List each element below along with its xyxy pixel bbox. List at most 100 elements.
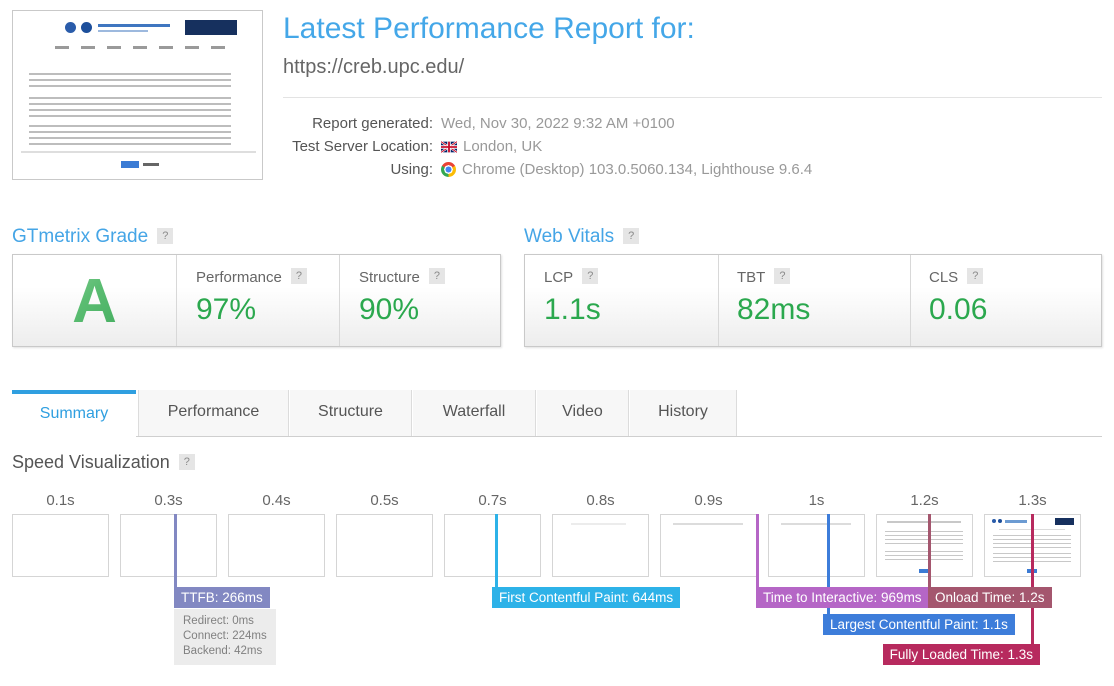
- thumbnail-paragraph: [29, 97, 231, 119]
- frame-text-line: [781, 523, 851, 525]
- report-generated-row: Report generated: Wed, Nov 30, 2022 9:32…: [283, 115, 1102, 137]
- tab-summary[interactable]: Summary: [12, 390, 136, 438]
- location-text: London, UK: [463, 138, 543, 155]
- thumbnail-accept-button: [121, 161, 139, 168]
- fcp-marker-line: [495, 514, 498, 588]
- filmstrip-frame: [768, 514, 865, 577]
- report-generated-label: Report generated:: [312, 115, 433, 132]
- tab-history[interactable]: History: [630, 390, 737, 436]
- frame-text-line: [571, 523, 626, 525]
- thumbnail-cookie-text: [21, 151, 256, 154]
- cls-value: 0.06: [929, 293, 988, 326]
- structure-label-text: Structure: [359, 269, 420, 286]
- tick-label: 0.7s: [478, 492, 507, 509]
- tick-label: 0.4s: [262, 492, 291, 509]
- report-tabbar: Summary Performance Structure Waterfall …: [12, 390, 1102, 438]
- speed-visualization-heading-text: Speed Visualization: [12, 452, 170, 472]
- tick-label: 0.1s: [46, 492, 75, 509]
- tbt-metric: TBT? 82ms: [737, 268, 810, 327]
- site-thumbnail[interactable]: [12, 10, 263, 180]
- thumbnail-logo-icon: [81, 22, 92, 33]
- cls-label-text: CLS: [929, 269, 959, 286]
- gtmetrix-grade-heading-text: GTmetrix Grade: [12, 226, 149, 247]
- time-to-interactive-badge: Time to Interactive: 969ms: [756, 587, 929, 608]
- web-vitals-card: LCP? 1.1s TBT? 82ms CLS? 0.06: [524, 254, 1102, 347]
- lcp-metric: LCP? 1.1s: [544, 268, 601, 327]
- report-url: https://creb.upc.edu/: [283, 56, 465, 78]
- tbt-label-text: TBT: [737, 269, 766, 286]
- tbt-value: 82ms: [737, 293, 811, 326]
- thumbnail-readmore-link: [143, 163, 159, 166]
- tick-label: 1.3s: [1018, 492, 1047, 509]
- tick-label: 0.3s: [154, 492, 183, 509]
- tick-label: 0.5s: [370, 492, 399, 509]
- thumbnail-header-subtext: [98, 30, 148, 32]
- filmstrip-frame: [552, 514, 649, 577]
- filmstrip-frame: [876, 514, 973, 577]
- help-icon[interactable]: ?: [967, 268, 984, 284]
- test-server-location-label: Test Server Location:: [292, 138, 433, 155]
- tab-performance[interactable]: Performance: [138, 390, 289, 436]
- ttfb-backend: Backend: 42ms: [183, 645, 263, 657]
- speed-visualization-heading: Speed Visualization?: [12, 452, 195, 473]
- lcp-label: LCP?: [544, 268, 601, 286]
- frame-logo-icon: [998, 519, 1002, 523]
- filmstrip-frame: [12, 514, 109, 577]
- test-server-location-value: London, UK: [441, 138, 542, 155]
- onload-marker-line: [928, 514, 931, 588]
- help-icon[interactable]: ?: [428, 268, 445, 284]
- thumbnail-nav-links: [55, 46, 225, 49]
- frame-accept-button: [919, 569, 929, 573]
- onload-time-badge: Onload Time: 1.2s: [928, 587, 1052, 608]
- tick-label: 0.8s: [586, 492, 615, 509]
- browser-text: Chrome (Desktop) 103.0.5060.134, Lightho…: [462, 161, 813, 178]
- ttfb-connect: Connect: 224ms: [183, 630, 267, 642]
- card-separator: [718, 255, 719, 346]
- thumbnail-logo-icon: [65, 22, 76, 33]
- frame-banner: [1055, 518, 1074, 525]
- tab-waterfall[interactable]: Waterfall: [413, 390, 536, 436]
- thumbnail-paragraph: [29, 125, 231, 147]
- header-divider: [283, 97, 1102, 98]
- chrome-icon: [441, 162, 456, 177]
- web-vitals-heading: Web Vitals?: [524, 226, 640, 248]
- frame-text-line: [887, 521, 961, 523]
- filmstrip-frame: [336, 514, 433, 577]
- help-icon[interactable]: ?: [623, 228, 640, 244]
- thumbnail-paragraph: [29, 73, 231, 89]
- filmstrip-frame: [444, 514, 541, 577]
- first-contentful-paint-badge: First Contentful Paint: 644ms: [492, 587, 681, 608]
- report-generated-value: Wed, Nov 30, 2022 9:32 AM +0100: [441, 115, 675, 132]
- help-icon[interactable]: ?: [178, 454, 195, 470]
- structure-value: 90%: [359, 293, 420, 326]
- grade-letter: A: [13, 259, 176, 345]
- lcp-label-text: LCP: [544, 269, 574, 286]
- card-separator: [176, 255, 177, 346]
- ttfb-details-tooltip: Redirect: 0ms Connect: 224ms Backend: 42…: [174, 609, 276, 665]
- performance-label-text: Performance: [196, 269, 282, 286]
- largest-contentful-paint-badge: Largest Contentful Paint: 1.1s: [823, 614, 1015, 635]
- filmstrip-frame: [228, 514, 325, 577]
- tab-structure[interactable]: Structure: [290, 390, 412, 436]
- structure-metric: Structure? 90%: [359, 268, 445, 327]
- help-icon[interactable]: ?: [774, 268, 791, 284]
- using-label: Using:: [390, 161, 433, 178]
- ttfb-marker-line: [174, 514, 177, 588]
- help-icon[interactable]: ?: [157, 228, 174, 244]
- performance-label: Performance?: [196, 268, 307, 286]
- fully-loaded-time-badge: Fully Loaded Time: 1.3s: [882, 644, 1040, 665]
- tti-marker-line: [756, 514, 759, 588]
- tick-label: 1.2s: [910, 492, 939, 509]
- frame-paragraph: [885, 531, 963, 547]
- tab-video[interactable]: Video: [537, 390, 629, 436]
- tabbar-bottom-border: [12, 436, 1102, 437]
- grade-card: A Performance? 97% Structure? 90%: [12, 254, 501, 347]
- cls-metric: CLS? 0.06: [929, 268, 987, 327]
- using-row: Using: Chrome (Desktop) 103.0.5060.134, …: [283, 161, 1102, 183]
- thumbnail-header-text: [98, 24, 170, 27]
- cls-label: CLS?: [929, 268, 987, 286]
- help-icon[interactable]: ?: [290, 268, 307, 284]
- help-icon[interactable]: ?: [582, 268, 599, 284]
- tick-label: 1s: [808, 492, 825, 509]
